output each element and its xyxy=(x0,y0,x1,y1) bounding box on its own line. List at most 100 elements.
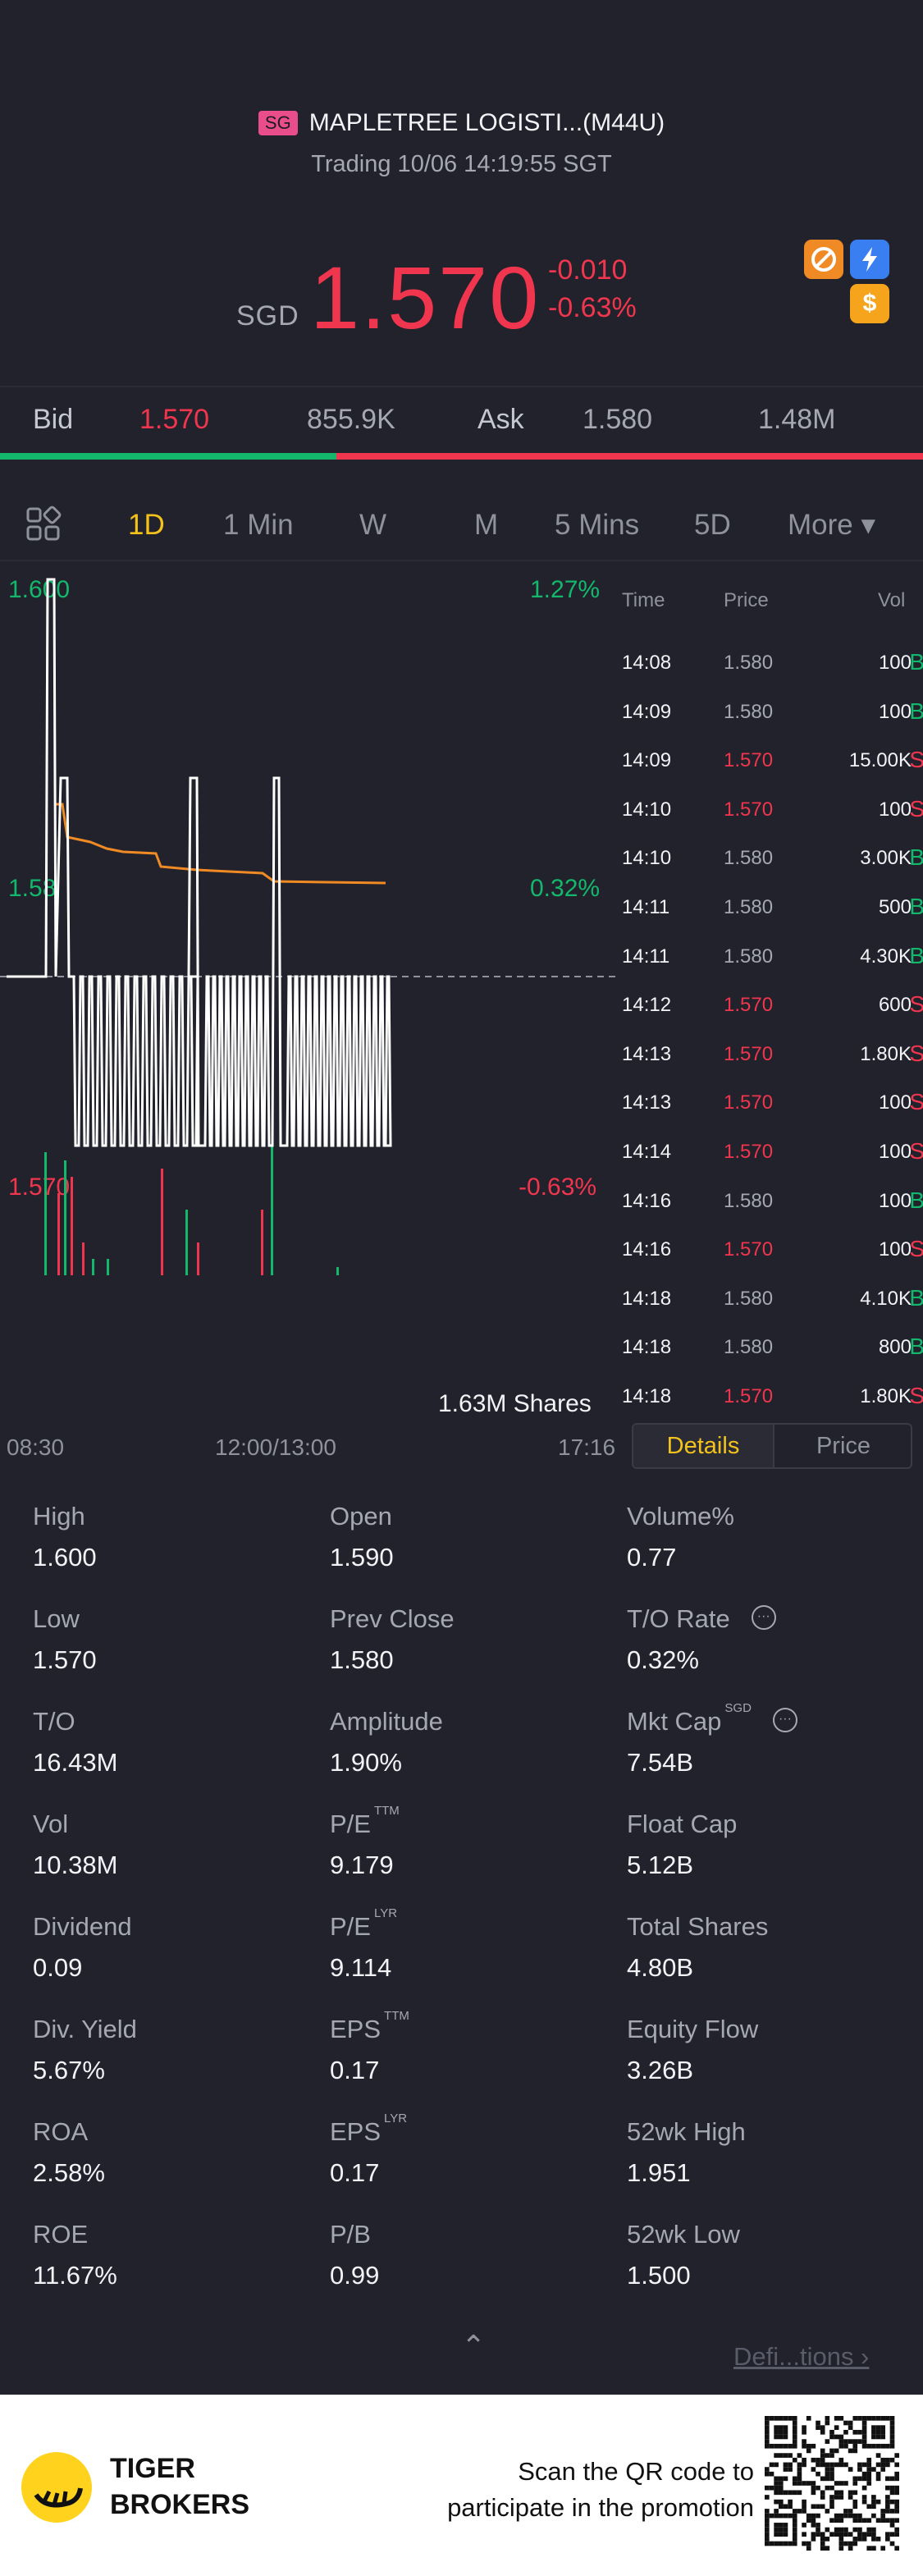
collapse-chevron-icon[interactable]: ⌃ xyxy=(461,2329,487,2363)
price-tab[interactable]: Price xyxy=(773,1425,911,1467)
average-price-line xyxy=(54,803,386,885)
bid-volume-bar xyxy=(0,453,336,460)
tab-5-mins[interactable]: 5 Mins xyxy=(555,509,640,541)
ask-price: 1.580 xyxy=(583,404,653,435)
tick-time: 14:11 xyxy=(622,896,670,918)
tick-side: S xyxy=(909,795,923,821)
price-axis-top: 1.600 xyxy=(8,576,71,603)
stat-div-yield: Div. Yield 5.67% xyxy=(33,2015,312,2085)
stat-roe: ROE 11.67% xyxy=(33,2220,312,2290)
more-info-icon[interactable]: ··· xyxy=(751,1604,776,1630)
tick-side: S xyxy=(909,1089,923,1115)
stat-amplitude: Amplitude 1.90% xyxy=(330,1707,609,1778)
tick-vol: 100 xyxy=(878,1091,912,1114)
layout-grid-icon[interactable] xyxy=(25,506,62,551)
promo-line-1: Scan the QR code to xyxy=(518,2457,754,2486)
promo-line-2: participate in the promotion xyxy=(447,2493,754,2522)
tick-side: S xyxy=(909,991,923,1018)
tick-time: 14:18 xyxy=(622,1385,672,1407)
tick-side: S xyxy=(909,747,923,773)
pct-axis-bottom: -0.63% xyxy=(519,1174,597,1201)
trading-status: Trading 10/06 14:19:55 SGT xyxy=(311,151,612,177)
tab-more[interactable]: More ▾ xyxy=(788,509,876,541)
volume-bar xyxy=(336,1267,339,1275)
tab-month[interactable]: M xyxy=(474,509,499,541)
stat-label-superscript: SGD xyxy=(724,1701,752,1715)
stat-float-cap: Float Cap 5.12B xyxy=(627,1810,906,1880)
stat-p-b: P/B 0.99 xyxy=(330,2220,609,2290)
stat-eps-ttm: EPS TTM 0.17 xyxy=(330,2009,609,2085)
tick-vol: 100 xyxy=(878,1238,912,1261)
tick-vol: 1.80K xyxy=(860,1042,912,1065)
bid-price: 1.570 xyxy=(139,404,210,435)
stat-high: High 1.600 xyxy=(33,1502,312,1572)
tick-price: 1.570 xyxy=(724,749,774,772)
tick-side: B xyxy=(909,942,923,968)
intraday-chart[interactable]: 1.600 1.27% 1.58 0.32% 1.570 -0.63% 1.63… xyxy=(0,566,624,1460)
stat-label: Volume% xyxy=(627,1502,734,1531)
tick-price: 1.570 xyxy=(724,1238,774,1261)
stat-52wk-high: 52wk High 1.951 xyxy=(627,2117,906,2188)
tick-row: 14:12 1.570 600 S xyxy=(615,991,923,1043)
tick-row: 14:18 1.580 4.10K B xyxy=(615,1285,923,1337)
tick-side: B xyxy=(909,1334,923,1360)
bid-ask-bar: Bid 1.570 855.9K Ask 1.580 1.48M xyxy=(0,386,923,460)
stat-label: Equity Flow xyxy=(627,2015,759,2043)
tick-vol: 100 xyxy=(878,652,912,674)
no-short-icon[interactable] xyxy=(804,240,843,279)
tick-row: 14:16 1.580 100 B xyxy=(615,1187,923,1239)
stat-value: 1.570 xyxy=(33,1645,97,1674)
tick-time: 14:08 xyxy=(622,652,672,674)
tick-row: 14:08 1.580 100 B xyxy=(615,649,923,701)
tick-price: 1.570 xyxy=(724,798,774,821)
stat-value: 9.114 xyxy=(330,1953,392,1982)
tick-row: 14:10 1.580 3.00K B xyxy=(615,844,923,896)
tick-vol: 800 xyxy=(878,1336,912,1359)
ticks-header-price: Price xyxy=(724,589,769,611)
stat-value: 5.12B xyxy=(627,1851,694,1879)
stat-label: P/E xyxy=(330,1912,371,1941)
stat-label: Low xyxy=(33,1604,80,1633)
stat-label: ROA xyxy=(33,2117,89,2146)
stat-value: 1.600 xyxy=(33,1543,97,1572)
tick-price: 1.580 xyxy=(724,700,774,723)
qr-code-icon[interactable] xyxy=(765,2416,899,2551)
tick-time: 14:13 xyxy=(622,1091,672,1114)
tick-time: 14:10 xyxy=(622,798,672,821)
tick-row: 14:14 1.570 100 S xyxy=(615,1138,923,1190)
volume-bar xyxy=(185,1210,188,1275)
tick-side: B xyxy=(909,698,923,724)
tab-week[interactable]: W xyxy=(359,509,387,541)
tick-row: 14:13 1.570 100 S xyxy=(615,1089,923,1141)
stat-label-superscript: LYR xyxy=(384,2112,408,2125)
details-tab[interactable]: Details xyxy=(633,1425,773,1467)
stat-label: Prev Close xyxy=(330,1604,455,1633)
stat-label: Mkt Cap xyxy=(627,1707,722,1736)
more-info-icon[interactable]: ··· xyxy=(772,1707,797,1732)
stat-label: Amplitude xyxy=(330,1707,443,1736)
tick-vol: 500 xyxy=(878,896,912,918)
period-tabs: 1D 1 Min W M 5 Mins 5D More ▾ xyxy=(0,492,923,561)
volume-bar xyxy=(71,1177,73,1275)
stock-title[interactable]: MAPLETREE LOGISTI...(M44U) xyxy=(308,109,665,136)
bid-label: Bid xyxy=(33,404,74,435)
stat-label: Open xyxy=(330,1502,392,1531)
x-tick-lunch: 12:00/13:00 xyxy=(215,1434,336,1460)
tick-vol: 100 xyxy=(878,798,912,821)
tab-1d[interactable]: 1D xyxy=(128,509,165,541)
tab-5d[interactable]: 5D xyxy=(694,509,731,541)
flash-icon[interactable] xyxy=(850,240,889,279)
tick-price: 1.580 xyxy=(724,847,774,870)
tick-side: B xyxy=(909,894,923,919)
stat-value: 2.58% xyxy=(33,2158,105,2187)
tick-price: 1.570 xyxy=(724,1091,774,1114)
stat-p-e-lyr: P/E LYR 9.114 xyxy=(330,1906,609,1983)
tab-1-min[interactable]: 1 Min xyxy=(223,509,294,541)
x-tick-close: 17:16 xyxy=(558,1434,616,1460)
promo-text: Scan the QR code to participate in the p… xyxy=(447,2454,754,2526)
dollar-icon[interactable]: $ xyxy=(850,284,889,323)
definitions-link[interactable]: Defi...tions › xyxy=(733,2342,870,2371)
tick-price: 1.580 xyxy=(724,1336,774,1359)
currency-label: SGD xyxy=(236,300,299,332)
stat-total-shares: Total Shares 4.80B xyxy=(627,1912,906,1983)
